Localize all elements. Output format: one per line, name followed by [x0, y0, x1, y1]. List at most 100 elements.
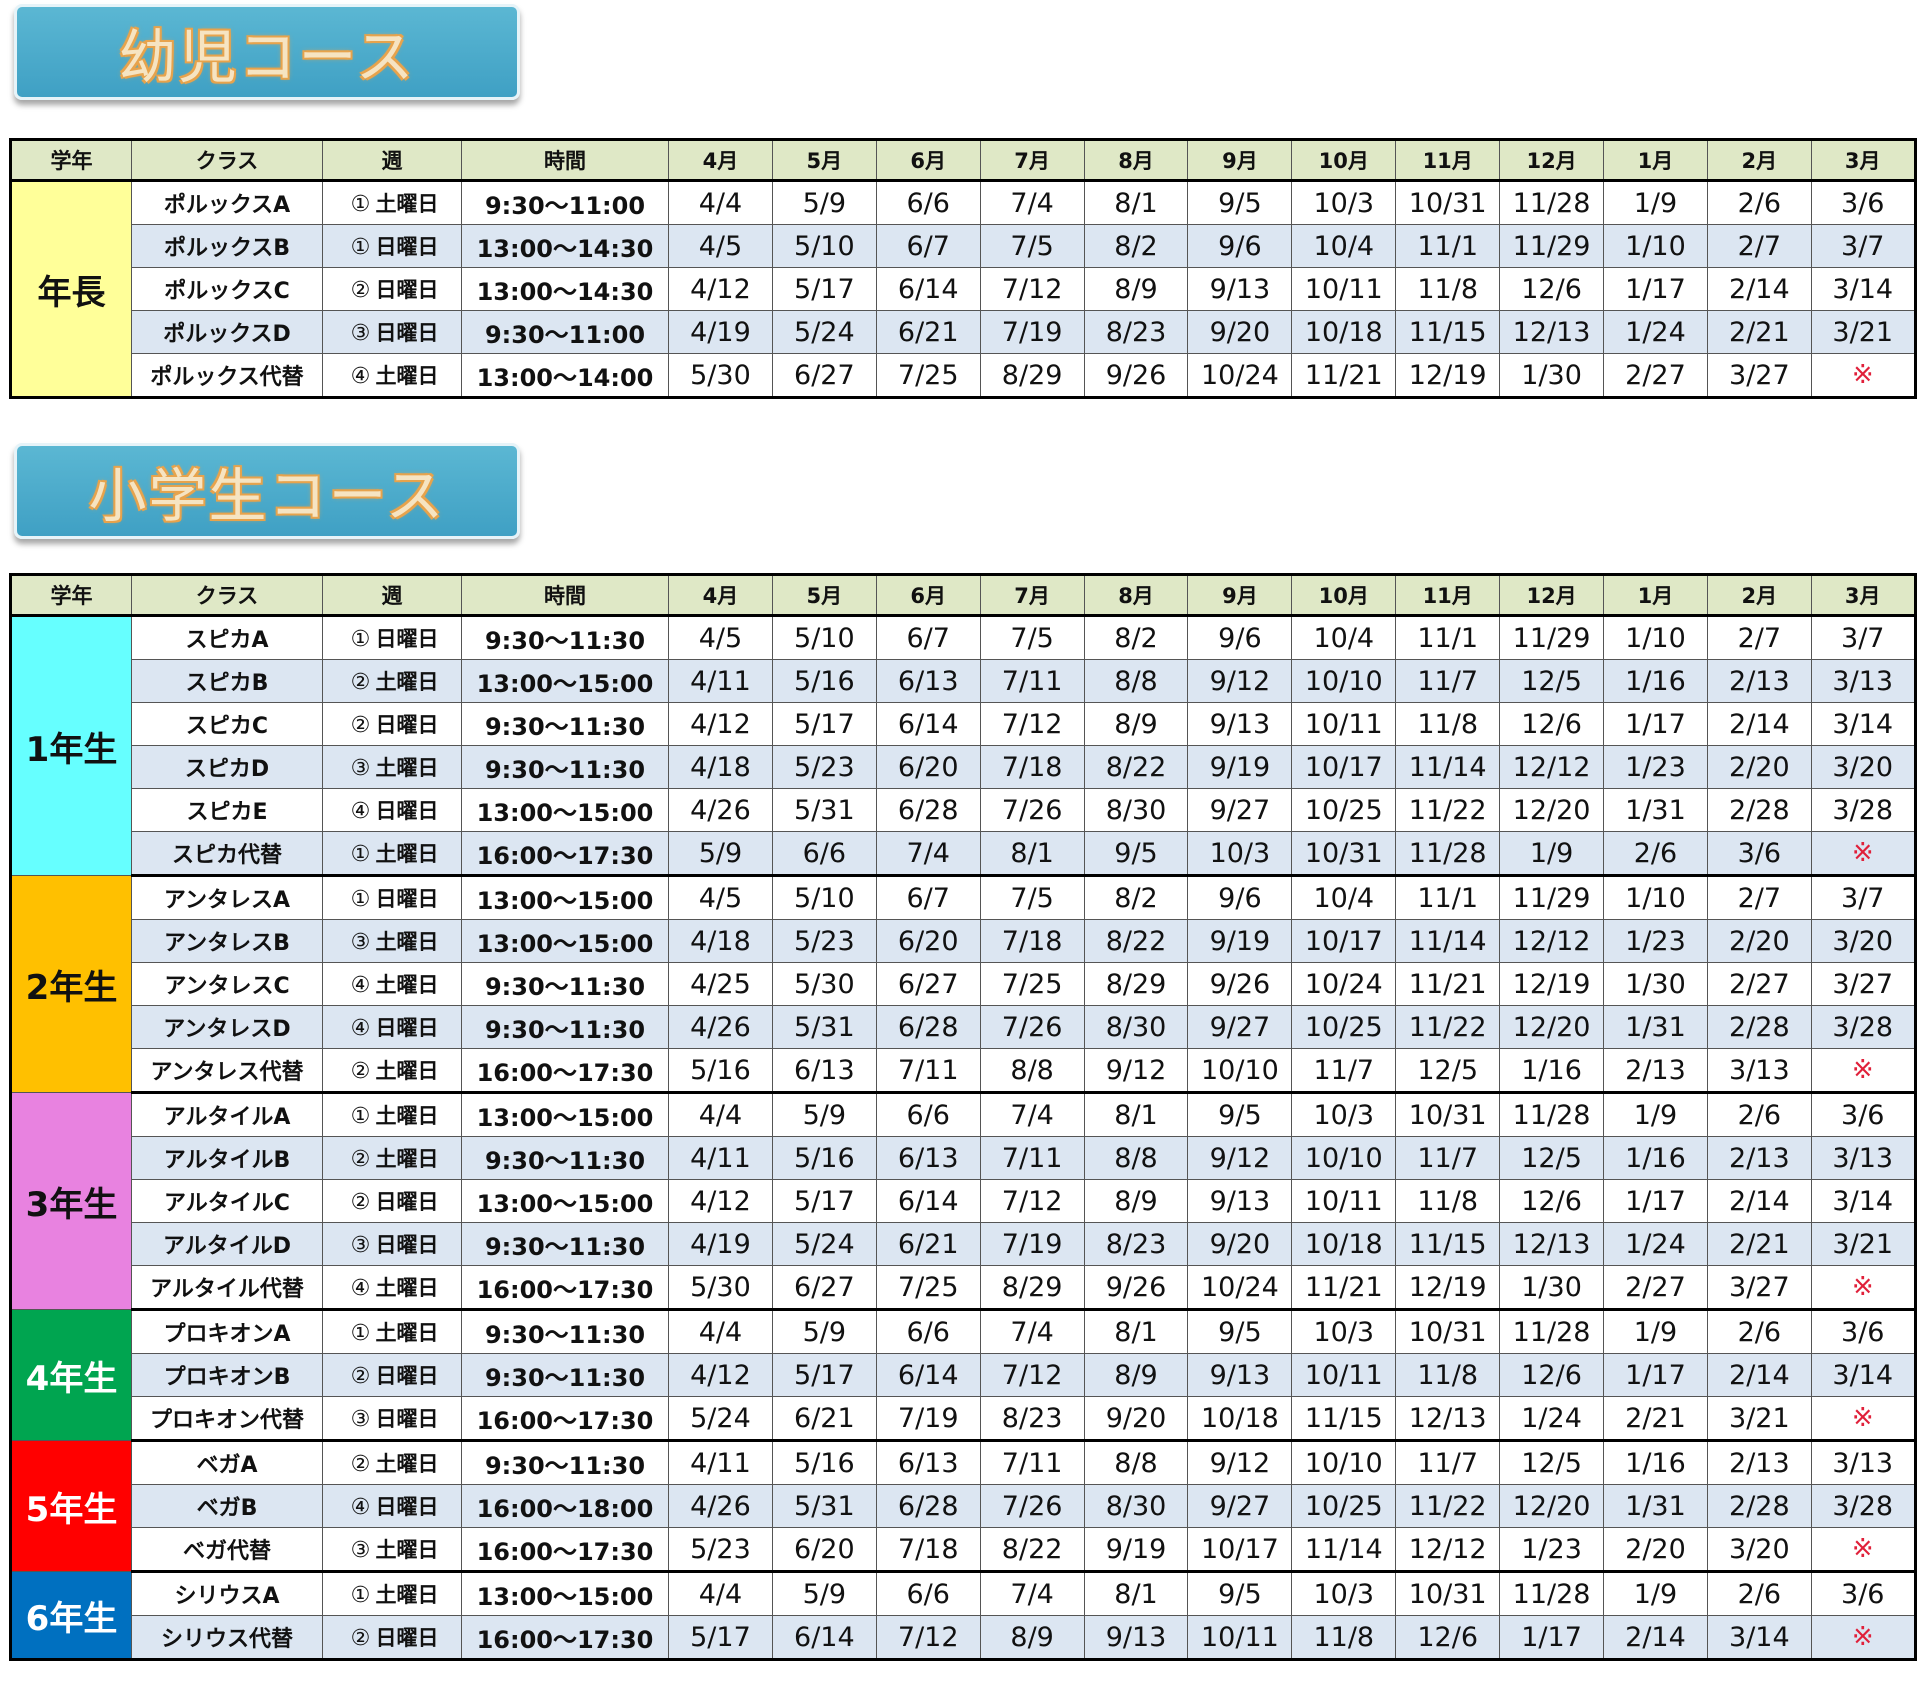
date-cell: 8/30	[1083, 788, 1189, 832]
date-cell: 5/16	[771, 1440, 877, 1485]
date-cell: 11/8	[1395, 267, 1501, 311]
date-cell: 9/5	[1187, 1571, 1293, 1616]
table-row: アンタレスD ④ 日曜日 9:30～11:30 4/26 5/31 6/28 7/26 8/30…	[11, 1005, 1916, 1049]
date-cell: 8/1	[979, 831, 1085, 877]
time-cell: 9:30～11:30	[461, 962, 669, 1006]
column-header: 学年	[10, 574, 132, 617]
date-cell: 1/24	[1603, 1222, 1708, 1266]
date-cell: 3/20	[1706, 1527, 1812, 1573]
date-cell: 1/17	[1603, 1353, 1708, 1397]
date-cell: 4/18	[668, 745, 773, 789]
date-cell: 7/12	[875, 1615, 981, 1661]
date-cell: 8/23	[1083, 310, 1189, 354]
date-cell: 8/9	[979, 1615, 1085, 1661]
weekday: 土曜日	[375, 670, 439, 694]
date-cell: 8/30	[1083, 1005, 1189, 1049]
table-row: 6年生 シリウスA ① 土曜日 13:00～15:00 4/4 5/9 6/6 7/4 8/1 9/…	[10, 1571, 1916, 1660]
class-name-cell: アルタイル代替	[131, 1265, 323, 1311]
schedule-table-kindergarten: 学年 クラス週時間 4月 5月 6月 7月 8月 9月 10月 11月 12月 1月 2月 3月 年長 ポル…	[9, 138, 1917, 399]
weekday: 日曜日	[375, 799, 439, 823]
column-header: 週	[322, 574, 462, 617]
date-cell: 6/6	[771, 831, 877, 877]
date-cell: 1/24	[1499, 1396, 1605, 1442]
date-cell: 11/14	[1291, 1527, 1397, 1573]
date-cell: 2/6	[1706, 1092, 1812, 1137]
column-header: 1月	[1603, 139, 1708, 182]
time-cell: 9:30～11:30	[461, 1353, 669, 1397]
date-cell: 12/20	[1499, 1005, 1605, 1049]
date-cell: 2/14	[1706, 1353, 1812, 1397]
date-cell: 9/12	[1187, 1440, 1293, 1485]
column-header: 10月	[1291, 139, 1397, 182]
date-cell: 6/14	[771, 1615, 877, 1661]
weekday: 土曜日	[375, 1538, 439, 1562]
date-cell: 7/4	[979, 1571, 1085, 1616]
weekday: 土曜日	[375, 1104, 439, 1128]
table-row: アンタレス代替 ② 土曜日 16:00～17:30 5/16 6/13 7/11 8/8 9/1…	[11, 1048, 1916, 1094]
date-cell: 1/9	[1603, 1571, 1708, 1616]
date-cell: 12/5	[1499, 659, 1605, 703]
date-cell: 3/27	[1706, 353, 1812, 399]
column-header: 2月	[1706, 139, 1812, 182]
date-cell: 10/3	[1291, 180, 1397, 225]
date-cell: 4/11	[668, 1440, 773, 1485]
date-cell: 11/28	[1499, 1571, 1605, 1616]
class-name-cell: シリウスA	[131, 1571, 323, 1616]
date-cell: 2/20	[1706, 745, 1812, 789]
date-cell: 3/28	[1810, 788, 1916, 832]
week-cell: ② 日曜日	[322, 1615, 462, 1661]
weekday: 日曜日	[375, 1190, 439, 1214]
date-cell: 2/7	[1706, 875, 1812, 920]
schedule-table-elementary: 学年 クラス週時間 4月 5月 6月 7月 8月 9月 10月 11月 12月 1月 2月 3月 1年生ス…	[9, 573, 1917, 1661]
date-cell: 7/11	[979, 659, 1085, 703]
weekday: 土曜日	[375, 1452, 439, 1476]
weekday: 土曜日	[375, 1583, 439, 1607]
date-cell: 11/22	[1395, 788, 1501, 832]
date-cell: 8/1	[1083, 180, 1189, 225]
column-header: 12月	[1499, 139, 1605, 182]
date-cell: 12/20	[1499, 788, 1605, 832]
class-name-cell: スピカC	[131, 702, 323, 746]
week-number: ②	[350, 1059, 371, 1084]
date-cell: 12/12	[1395, 1527, 1501, 1573]
date-cell: 5/30	[771, 962, 877, 1006]
time-cell: 9:30～11:30	[461, 1309, 669, 1354]
table-row: 4年生 プロキオンA ① 土曜日 9:30～11:30 4/4 5/9 6/6 7/4 8/1 9/…	[10, 1309, 1916, 1441]
date-cell: 11/29	[1499, 224, 1605, 268]
time-cell: 16:00～17:30	[461, 1265, 669, 1311]
weekday: 日曜日	[375, 1233, 439, 1257]
grade-cell: 2年生	[10, 875, 132, 1093]
date-cell: 12/13	[1499, 310, 1605, 354]
date-cell: 7/5	[979, 875, 1085, 920]
week-cell: ③ 土曜日	[322, 1527, 462, 1573]
date-cell: 11/29	[1499, 875, 1605, 920]
date-cell: 5/23	[771, 919, 877, 963]
weekday: 土曜日	[375, 973, 439, 997]
date-cell: 9/5	[1187, 180, 1293, 225]
table-row: プロキオン代替 ③ 日曜日 16:00～17:30 5/24 6/21 7/19 8/23 9/…	[11, 1396, 1916, 1442]
date-cell: 11/28	[1395, 831, 1501, 877]
date-cell: 8/9	[1083, 1353, 1189, 1397]
date-cell: 11/15	[1395, 310, 1501, 354]
date-cell: 6/6	[875, 180, 981, 225]
date-cell: 10/31	[1395, 1571, 1501, 1616]
date-cell: 10/10	[1291, 1440, 1397, 1485]
date-cell: 10/10	[1291, 1136, 1397, 1180]
date-cell: 3/28	[1810, 1005, 1916, 1049]
date-cell: 4/12	[668, 267, 773, 311]
date-cell: 1/9	[1603, 180, 1708, 225]
date-cell: 2/6	[1706, 1309, 1812, 1354]
week-cell: ④ 土曜日	[322, 962, 462, 1006]
week-number: ①	[350, 192, 371, 217]
time-cell: 9:30～11:30	[461, 1136, 669, 1180]
date-cell: 11/28	[1499, 180, 1605, 225]
date-cell: 4/12	[668, 702, 773, 746]
date-cell: 3/13	[1810, 1136, 1916, 1180]
week-number: ④	[350, 1016, 371, 1041]
date-cell: 6/20	[771, 1527, 877, 1573]
time-cell: 16:00～17:30	[461, 1396, 669, 1442]
date-cell: 12/6	[1499, 1353, 1605, 1397]
date-cell: 12/5	[1499, 1136, 1605, 1180]
time-cell: 13:00～15:00	[461, 659, 669, 703]
weekday: 日曜日	[375, 235, 439, 259]
